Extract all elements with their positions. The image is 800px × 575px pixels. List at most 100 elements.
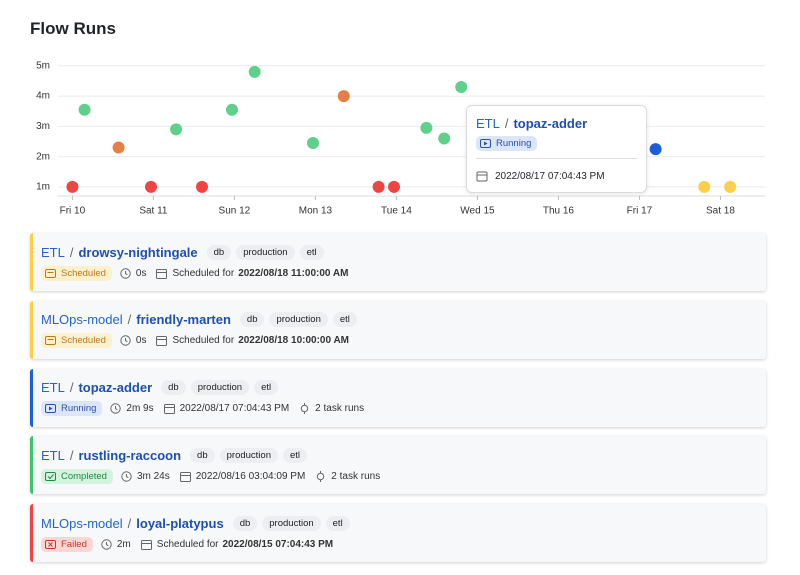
run-name[interactable]: rustling-raccoon — [78, 447, 182, 463]
tag: etl — [332, 312, 357, 328]
date-text: 2022/08/15 07:04:43 PM — [222, 538, 334, 550]
date-text: 2022/08/17 07:04:43 PM — [179, 403, 290, 415]
run-point[interactable] — [698, 180, 711, 193]
duration: 0s — [120, 268, 146, 279]
state-badge: Scheduled — [41, 265, 112, 281]
run-name[interactable]: friendly-marten — [136, 312, 231, 328]
run-header: ETL / topaz-adder db production etl — [41, 379, 766, 397]
run-point[interactable] — [420, 121, 433, 134]
run-point[interactable] — [455, 81, 468, 94]
run-point[interactable] — [724, 180, 737, 193]
run-card: ETL / rustling-raccoon db production etl Compl… — [30, 436, 766, 495]
separator: / — [69, 447, 74, 463]
tag: production — [219, 447, 278, 463]
tag: etl — [283, 447, 308, 463]
x-tick-label: Fri 17 — [627, 206, 653, 217]
separator: / — [127, 312, 132, 328]
state-badge: Running — [41, 401, 103, 417]
run-point[interactable] — [66, 180, 79, 193]
state-badge: Failed — [41, 536, 93, 552]
run-point[interactable] — [248, 65, 261, 78]
run-point[interactable] — [649, 143, 662, 156]
tag: db — [190, 447, 215, 463]
separator: / — [504, 115, 509, 131]
run-header: MLOps-model / friendly-marten db production e… — [41, 311, 766, 329]
tooltip-date: 2022/08/17 07:04:43 PM — [476, 167, 605, 185]
date: Scheduled for 2022/08/15 07:04:43 PM — [140, 538, 334, 550]
run-card: ETL / drowsy-nightingale db production etl Sch… — [30, 233, 766, 291]
run-card: MLOps-model / loyal-platypus db production et… — [30, 504, 766, 563]
date: Scheduled for 2022/08/18 11:00:00 AM — [156, 268, 348, 279]
duration: 3m 24s — [121, 471, 170, 482]
tag: etl — [299, 244, 324, 260]
run-point[interactable] — [144, 180, 157, 193]
duration-text: 0s — [135, 335, 147, 347]
y-tick-label: 3m — [36, 121, 50, 132]
flow-name[interactable]: MLOps-model — [41, 312, 123, 328]
task-runs-text: 2 task runs — [315, 403, 365, 415]
x-tick-label: Fri 10 — [60, 206, 86, 217]
tooltip-state: Running — [476, 135, 545, 153]
tag: db — [206, 244, 232, 260]
run-point[interactable] — [337, 90, 350, 103]
flow-name[interactable]: MLOps-model — [41, 515, 123, 531]
state-badge: Scheduled — [41, 333, 112, 349]
divider — [476, 158, 637, 159]
run-point[interactable] — [225, 103, 238, 116]
tooltip-title: ETL / topaz-adder — [476, 114, 587, 132]
run-details: Running 2m 9s 2022/08/17 07:04:43 PM 2 task… — [41, 400, 766, 418]
tag: etl — [325, 515, 350, 531]
page-title: Flow Runs — [30, 19, 116, 38]
task-runs: 2 task runs — [299, 403, 365, 415]
tag: db — [161, 380, 186, 396]
state-badge: Running — [476, 136, 538, 151]
x-tick-label: Tue 14 — [381, 206, 412, 217]
state-label: Running — [496, 138, 532, 149]
tag: etl — [254, 380, 279, 396]
tag: production — [236, 244, 295, 260]
duration-text: 2m — [116, 538, 131, 550]
flow-name[interactable]: ETL — [41, 447, 65, 463]
run-point[interactable] — [112, 141, 125, 154]
duration: 2m 9s — [110, 403, 154, 414]
separator: / — [127, 515, 132, 531]
run-header: ETL / drowsy-nightingale db production etl — [41, 243, 766, 261]
y-tick-label: 1m — [36, 182, 50, 193]
flow-name[interactable]: ETL — [41, 380, 65, 396]
date-prefix: Scheduled for — [172, 335, 235, 347]
run-point[interactable] — [372, 180, 385, 193]
run-name[interactable]: topaz-adder — [78, 380, 153, 396]
run-name[interactable]: topaz-adder — [513, 115, 588, 131]
run-point[interactable] — [196, 180, 209, 193]
date-text: 2022/08/18 10:00:00 AM — [238, 335, 350, 347]
run-point[interactable] — [438, 132, 451, 145]
y-tick-label: 5m — [36, 60, 50, 71]
x-tick-label: Sat 11 — [139, 206, 168, 217]
tag: db — [239, 312, 265, 328]
run-point[interactable] — [306, 137, 319, 150]
x-tick-label: Mon 13 — [299, 206, 333, 217]
date: Scheduled for 2022/08/18 10:00:00 AM — [156, 335, 350, 347]
date: 2022/08/17 07:04:43 PM — [495, 170, 605, 182]
run-details: Scheduled 0s Scheduled for 2022/08/18 11:00… — [41, 264, 766, 282]
y-tick-label: 2m — [36, 151, 50, 162]
state-icon — [480, 139, 491, 148]
tag: production — [190, 380, 250, 396]
run-name[interactable]: loyal-platypus — [136, 515, 224, 531]
run-point[interactable] — [170, 123, 183, 136]
date-prefix: Scheduled for — [172, 267, 235, 279]
calendar-icon — [476, 171, 488, 182]
date-text: 2022/08/18 11:00:00 AM — [238, 267, 349, 279]
flow-name[interactable]: ETL — [476, 115, 500, 131]
flow-name[interactable]: ETL — [41, 244, 65, 260]
run-point[interactable] — [387, 180, 400, 193]
run-name[interactable]: drowsy-nightingale — [78, 244, 198, 260]
state-label: Scheduled — [61, 335, 106, 347]
run-point[interactable] — [78, 103, 91, 116]
run-header: ETL / rustling-raccoon db production etl — [41, 446, 766, 464]
task-runs-text: 2 task runs — [331, 470, 381, 482]
run-details: Completed 3m 24s 2022/08/16 03:04:09 PM 2 t… — [41, 467, 766, 485]
x-tick-label: Sun 12 — [219, 206, 251, 217]
separator: / — [69, 244, 74, 260]
x-tick-label: Wed 15 — [460, 206, 495, 217]
